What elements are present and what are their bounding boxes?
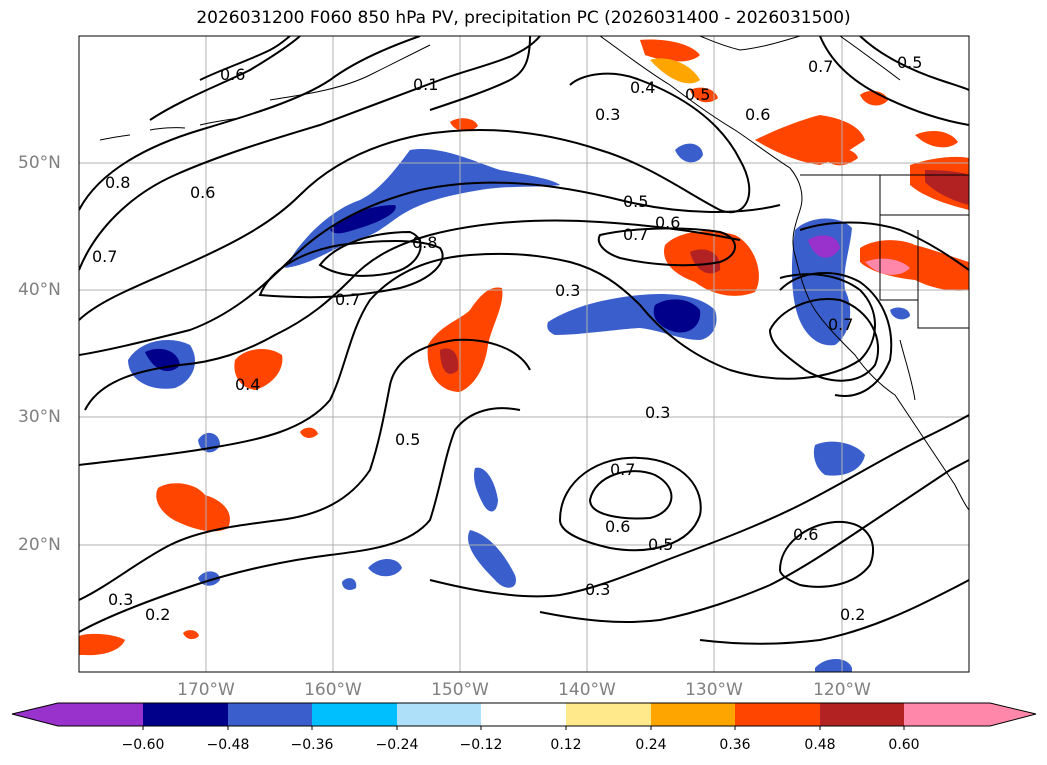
- contour-label: 0.2: [840, 605, 865, 624]
- colorbar-segment: [566, 703, 651, 726]
- precip-blob: [653, 299, 701, 333]
- precip-blob: [468, 530, 516, 588]
- contour-label: 0.7: [808, 57, 833, 76]
- gridlines: [79, 36, 969, 672]
- precip-blob: [440, 348, 459, 374]
- precip-blob: [330, 205, 396, 234]
- precip-blob: [690, 87, 718, 103]
- precip-blob: [813, 441, 865, 476]
- contour-label: 0.2: [145, 605, 170, 624]
- contour-label: 0.7: [610, 460, 635, 479]
- colorbar-segment: [228, 703, 312, 726]
- colorbar-tick-label: −0.36: [290, 737, 334, 753]
- precip-blob: [285, 149, 560, 268]
- colorbar-tick-label: 0.48: [804, 737, 836, 753]
- precip-blob: [234, 348, 283, 390]
- precip-blob: [820, 147, 858, 166]
- colorbar-tick-label: 0.60: [888, 737, 920, 753]
- contour-label: 0.7: [623, 225, 648, 244]
- colorbar-tick-label: −0.60: [121, 737, 165, 753]
- contour-label: 0.6: [605, 517, 630, 536]
- lat-label: 20°N: [18, 535, 61, 555]
- colorbar-tick-label: 0.12: [550, 737, 582, 753]
- lon-label: 140°W: [558, 680, 616, 700]
- precip-blob: [815, 659, 852, 672]
- colorbar-segment: [12, 703, 143, 726]
- colorbar-segment: [143, 703, 228, 726]
- precip-blob: [865, 258, 910, 275]
- colorbar-tick-label: −0.24: [375, 737, 419, 753]
- precip-blob: [925, 170, 969, 205]
- precip-blob: [450, 118, 478, 132]
- precip-blob: [473, 467, 498, 512]
- precip-blob: [915, 130, 958, 148]
- contour-label: 0.1: [413, 75, 438, 94]
- contour-label: 0.7: [828, 315, 853, 334]
- precip-blob: [890, 307, 910, 320]
- colorbar-tick-label: 0.36: [719, 737, 751, 753]
- contour-label: 0.8: [412, 233, 437, 252]
- precip-blob: [675, 143, 703, 163]
- precip-blob: [183, 630, 199, 640]
- lon-label: 170°W: [177, 680, 235, 700]
- contour-label: 0.6: [655, 213, 680, 232]
- lat-label: 30°N: [18, 407, 61, 427]
- colorbar-segment: [904, 703, 1036, 726]
- precip-blob: [690, 249, 721, 274]
- contour-label: 0.6: [190, 183, 215, 202]
- lat-label: 50°N: [18, 153, 61, 173]
- precip-blob: [368, 559, 402, 577]
- precip-blob: [860, 240, 969, 291]
- colorbar-segment: [651, 703, 735, 726]
- colorbar-tick-label: 0.24: [635, 737, 667, 753]
- map-title: 2026031200 F060 850 hPa PV, precipitatio…: [196, 8, 851, 28]
- contour-label: 0.3: [595, 105, 620, 124]
- lon-label: 150°W: [431, 680, 489, 700]
- precip-blob: [640, 39, 700, 62]
- contour-label: 0.7: [335, 290, 360, 309]
- precip-blob: [342, 578, 357, 590]
- contour-labels: 0.6 0.1 0.8 0.4 0.5 0.3 0.6 0.7 0.5 0.7 …: [92, 53, 922, 624]
- pv-contours: [79, 36, 969, 645]
- lon-label: 130°W: [685, 680, 743, 700]
- contour-label: 0.6: [220, 65, 245, 84]
- contour-label: 0.8: [105, 173, 130, 192]
- contour-label: 0.3: [555, 281, 580, 300]
- contour-label: 0.3: [645, 403, 670, 422]
- contour-label: 0.5: [897, 53, 922, 72]
- contour-label: 0.5: [623, 192, 648, 211]
- colorbar-tick-label: −0.12: [459, 737, 503, 753]
- precip-blob: [156, 483, 230, 532]
- colorbar-outline: [11, 702, 1037, 727]
- precip-blob: [808, 235, 840, 258]
- lon-label: 120°W: [813, 680, 871, 700]
- contour-label: 0.5: [648, 535, 673, 554]
- map-plot: 0.6 0.1 0.8 0.4 0.5 0.3 0.6 0.7 0.5 0.7 …: [78, 35, 970, 673]
- precip-blob: [650, 58, 700, 84]
- contour-label: 0.6: [745, 105, 770, 124]
- colorbar-tick-label: −0.48: [206, 737, 250, 753]
- lon-label: 160°W: [304, 680, 362, 700]
- contour-label: 0.5: [395, 430, 420, 449]
- colorbar-segment: [312, 703, 397, 726]
- contour-label: 0.6: [793, 525, 818, 544]
- contour-label: 0.3: [585, 580, 610, 599]
- contour-label: 0.7: [92, 247, 117, 266]
- contour-label: 0.3: [108, 590, 133, 609]
- contour-label: 0.4: [235, 375, 260, 394]
- colorbar-segment: [820, 703, 904, 726]
- colorbar-segment: [481, 703, 566, 726]
- coastlines: [99, 36, 969, 511]
- contour-label: 0.4: [630, 78, 655, 97]
- colorbar-segment: [735, 703, 820, 726]
- lat-label: 40°N: [18, 280, 61, 300]
- precip-blob: [79, 633, 125, 656]
- map-frame: [78, 35, 970, 673]
- colorbar-segment: [397, 703, 481, 726]
- precip-blob: [300, 427, 318, 438]
- contour-label: 0.5: [685, 85, 710, 104]
